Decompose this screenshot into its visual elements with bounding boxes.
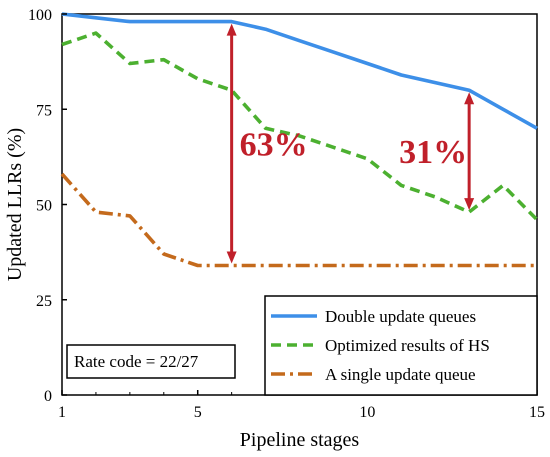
legend: Double update queues Optimized results of… [264,295,538,396]
annotation-arrowhead-bottom-1 [226,251,237,264]
y-axis-title: Updated LLRs (%) [4,128,26,281]
x-axis-title: Pipeline stages [240,429,360,451]
annotation-arrowhead-bottom-2 [464,198,475,211]
y-tick-label-25: 25 [36,293,52,310]
y-tick-label-75: 75 [36,102,52,119]
x-tick-label-5: 5 [194,404,202,421]
annotation-layer: 63% 31% [226,23,475,264]
annotation-arrowhead-top-2 [464,92,475,105]
rate-code-box: Rate code = 22/27 [66,344,236,379]
annotation-label-1: 63% [240,127,308,164]
series-line-1 [61,12,538,130]
annotation-arrowhead-top-1 [226,23,237,36]
y-tick-label-100: 100 [28,7,52,24]
series-line-3 [60,172,537,268]
legend-label-1: Double update queues [325,307,476,326]
series-line-2 [61,31,539,221]
legend-label-2: Optimized results of HS [325,336,490,355]
x-tick-label-15: 15 [529,404,545,421]
annotation-label-2: 31% [399,134,467,171]
rate-code-frame [66,344,236,379]
y-tick-label-0: 0 [44,388,52,405]
rate-code-label: Rate code = 22/27 [74,352,199,371]
series-layer [60,12,539,268]
y-tick-label-50: 50 [36,198,52,215]
x-tick-label-1: 1 [58,404,66,421]
legend-label-3: A single update queue [325,365,476,384]
x-tick-label-10: 10 [359,404,375,421]
